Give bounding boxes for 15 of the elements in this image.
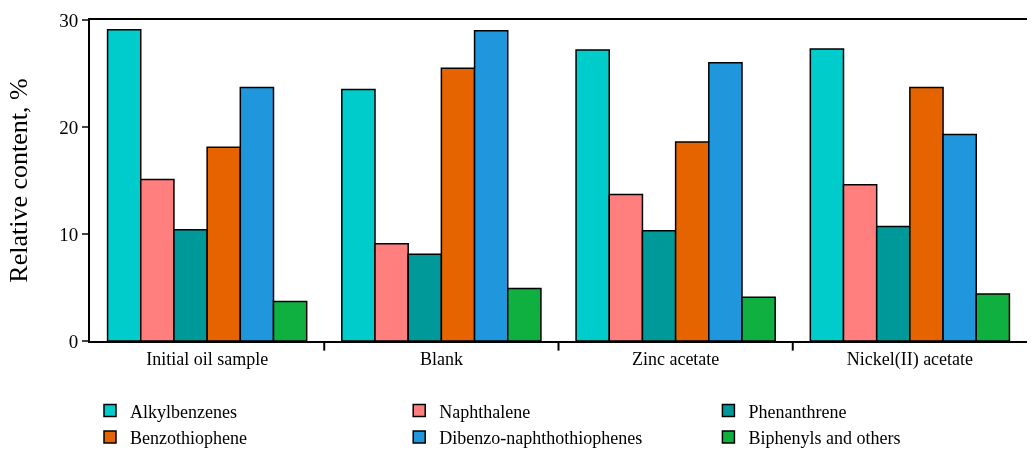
y-tick-label: 20 bbox=[59, 116, 79, 138]
y-tick-label: 10 bbox=[59, 223, 79, 245]
x-tick-label: Blank bbox=[419, 348, 463, 369]
legend-label: Alkylbenzenes bbox=[130, 401, 237, 422]
y-axis-title: Relative content, % bbox=[4, 78, 33, 283]
legend-label: Dibenzo-naphthothiophenes bbox=[439, 427, 643, 448]
x-tick-label: Zinc acetate bbox=[631, 348, 720, 369]
legend-label: Benzothiophene bbox=[130, 427, 247, 448]
legend-label: Naphthalene bbox=[439, 401, 531, 422]
y-tick-label: 30 bbox=[59, 9, 79, 31]
x-tick-label: Initial oil sample bbox=[146, 348, 269, 369]
legend-label: Phenanthrene bbox=[748, 401, 847, 422]
x-tick-label: Nickel(II) acetate bbox=[846, 348, 974, 370]
legend-label: Biphenyls and others bbox=[748, 427, 901, 448]
y-tick-label: 0 bbox=[68, 330, 79, 352]
